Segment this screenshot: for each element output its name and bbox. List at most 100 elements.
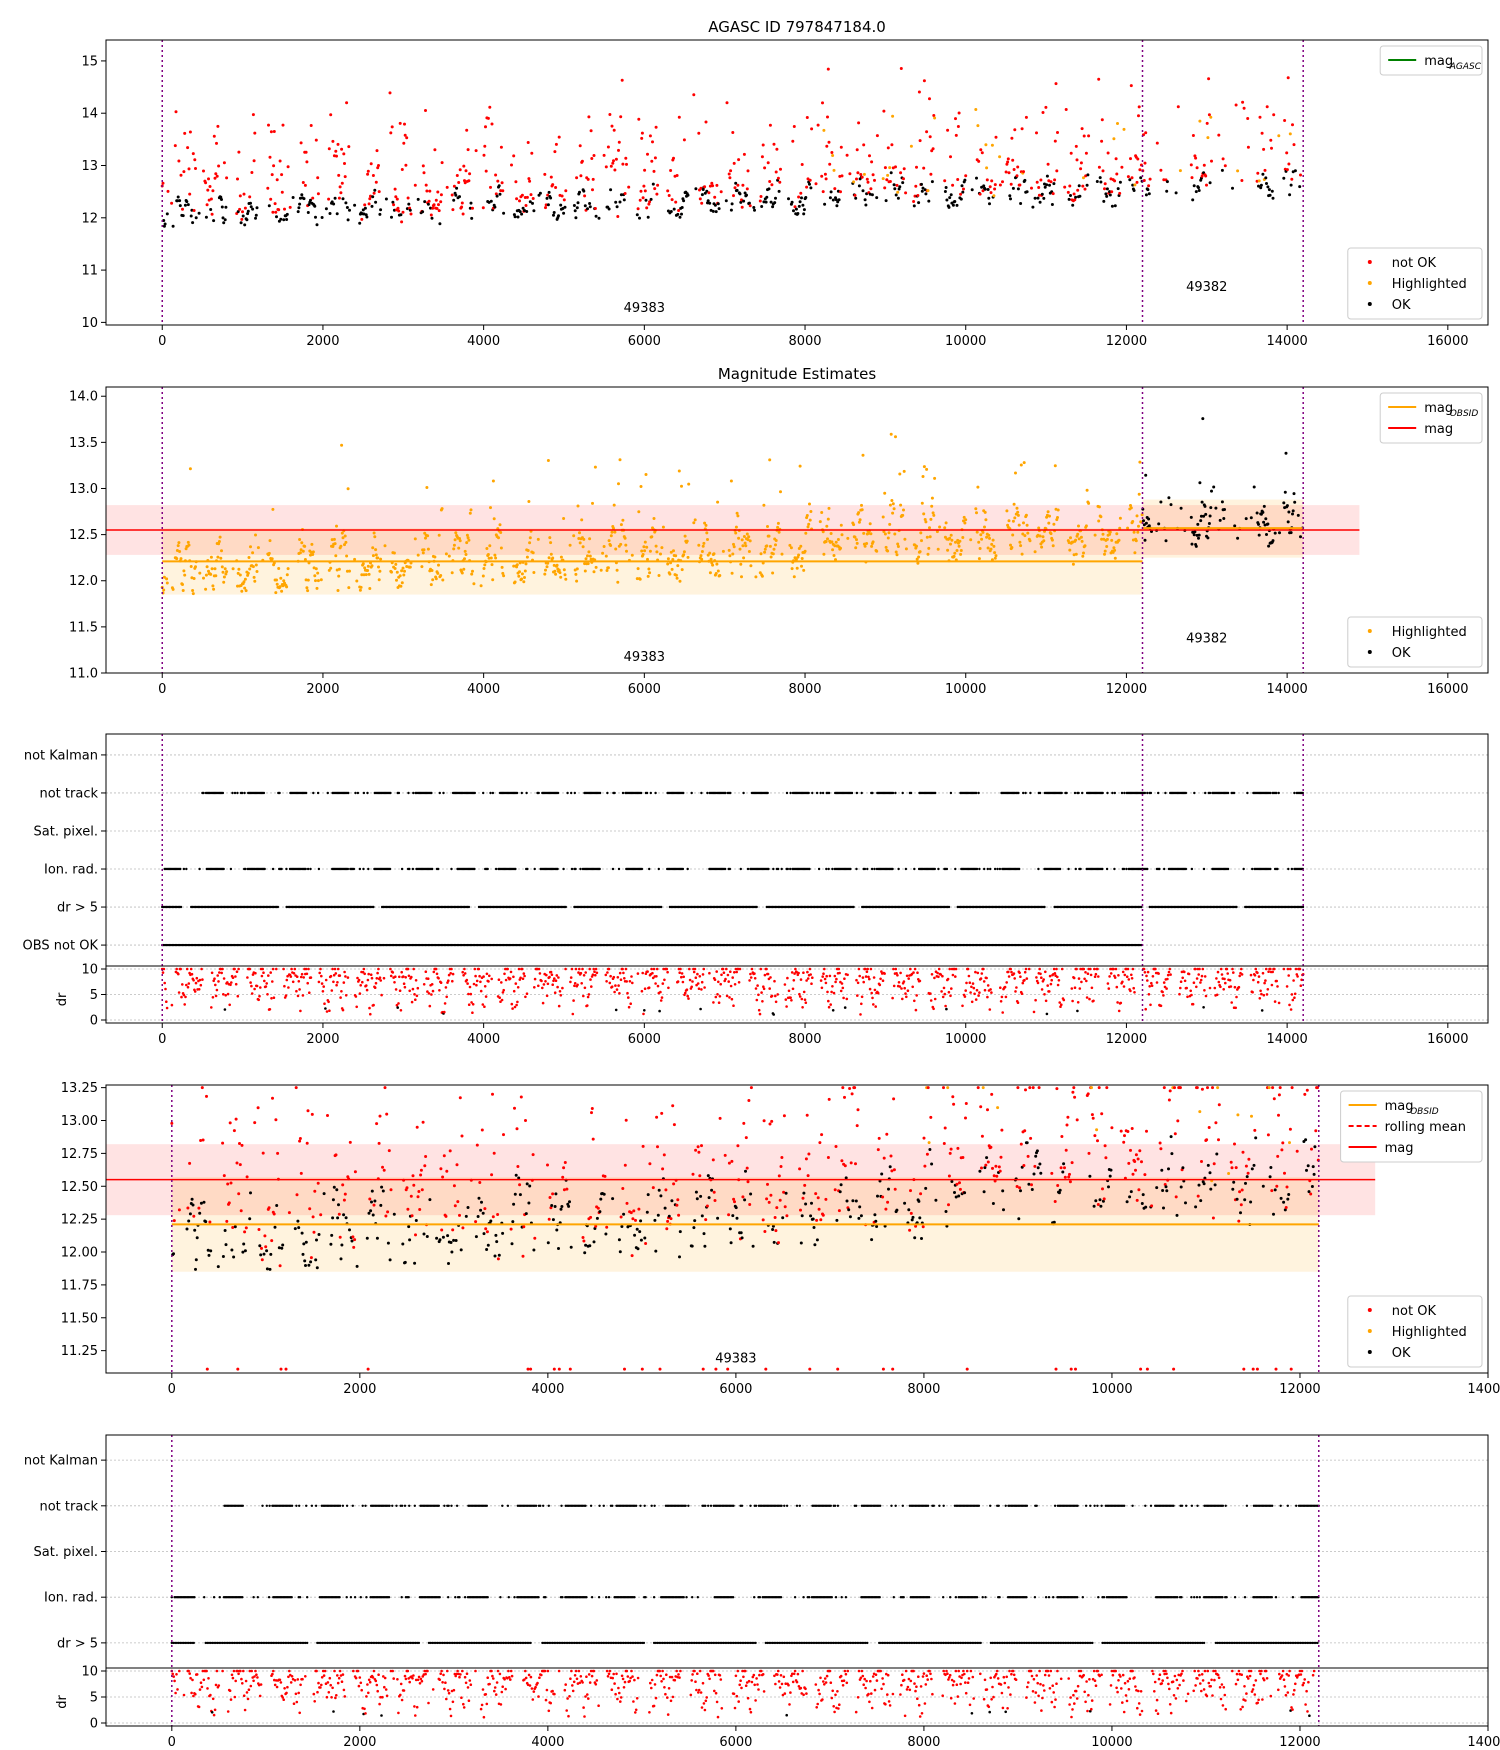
ok-point [1025, 190, 1029, 194]
ok-point [1036, 196, 1040, 200]
flag-point [407, 791, 410, 795]
dr-point [221, 967, 224, 971]
ok-point [1128, 178, 1132, 182]
highlighted-point [903, 537, 907, 541]
dr-point [165, 1006, 169, 1010]
flag-point [1157, 791, 1160, 795]
dr-point [222, 977, 226, 980]
not-ok-point [452, 184, 456, 188]
dr-point [253, 987, 256, 991]
flag-point [520, 791, 523, 795]
not-ok-point [814, 182, 818, 186]
highlighted-point [1129, 506, 1133, 510]
highlighted-point [1105, 545, 1109, 548]
ok-point [1118, 180, 1122, 184]
ok-point [1255, 511, 1259, 515]
not-ok-point [208, 185, 212, 188]
highlighted-point [314, 567, 318, 571]
legend-label: not OK [1392, 256, 1437, 271]
highlighted-point [923, 518, 927, 521]
highlighted-point [754, 575, 758, 579]
y-tick-label: 12.0 [69, 574, 98, 589]
ok-point [521, 206, 525, 210]
flag-point [489, 791, 492, 795]
highlighted-point [669, 550, 673, 554]
highlighted-point [1105, 537, 1109, 541]
dr-point [287, 986, 290, 989]
not-ok-point [360, 217, 364, 221]
not-ok-point [267, 123, 270, 127]
highlighted-point [708, 551, 712, 555]
highlighted-point [1021, 532, 1025, 536]
highlighted-point [998, 155, 1002, 159]
highlighted-point [790, 567, 794, 571]
not-ok-point [421, 164, 425, 168]
dr-point [365, 988, 369, 992]
highlighted-point [959, 552, 963, 556]
not-ok-point [580, 159, 584, 163]
ok-point [1233, 524, 1237, 528]
highlighted-point [928, 535, 932, 539]
dr-point [404, 976, 408, 979]
dr-point [424, 970, 428, 973]
highlighted-point [285, 573, 289, 577]
not-ok-point [652, 169, 656, 173]
dr-point [285, 978, 289, 982]
highlighted-point [780, 552, 784, 556]
highlighted-point [736, 514, 740, 518]
not-ok-point [578, 144, 582, 148]
x-tick-label: 12000 [1106, 682, 1147, 697]
dr-point [264, 985, 268, 988]
highlighted-point [794, 557, 798, 561]
plot-area [106, 417, 1360, 596]
not-ok-point [269, 197, 273, 201]
y-tick-label: 14.0 [69, 390, 98, 405]
not-ok-point [1039, 178, 1043, 182]
highlighted-point [244, 589, 248, 593]
highlighted-point [403, 569, 406, 573]
not-ok-point [377, 164, 380, 167]
not-ok-point [424, 109, 427, 112]
dr-point [341, 1008, 345, 1012]
highlighted-point [430, 569, 434, 572]
ok-point [618, 200, 622, 204]
ok-point [953, 200, 957, 203]
not-ok-point [1223, 164, 1227, 168]
not-ok-point [161, 181, 165, 185]
highlighted-point [703, 521, 707, 525]
highlighted-point [1026, 531, 1030, 535]
flag-point [526, 867, 529, 871]
highlighted-point [974, 108, 978, 111]
highlighted-point [621, 518, 625, 522]
not-ok-point [1051, 192, 1055, 196]
ok-point [497, 184, 501, 188]
highlighted-point [958, 539, 962, 543]
not-ok-point [643, 168, 647, 172]
highlighted-point [306, 578, 310, 582]
ok-point [371, 195, 375, 199]
flag-point [304, 791, 308, 795]
not-ok-point [655, 192, 659, 196]
not-ok-point [499, 145, 503, 149]
flag-point [739, 867, 742, 871]
dr-point [378, 976, 382, 979]
legend-marker [1367, 302, 1372, 306]
ok-point [370, 204, 374, 208]
highlighted-point [217, 542, 221, 546]
not-ok-point [805, 116, 809, 119]
highlighted-point [646, 557, 649, 561]
x-tick-label: 0 [158, 334, 166, 349]
highlighted-point [493, 553, 497, 557]
not-ok-point [398, 121, 402, 125]
not-ok-point [1076, 188, 1080, 192]
highlighted-point [1016, 510, 1020, 514]
ok-point [686, 193, 690, 197]
not-ok-point [857, 121, 861, 125]
highlighted-point [836, 538, 840, 541]
not-ok-point [868, 154, 871, 158]
flag-point [1038, 791, 1042, 795]
highlighted-point [1037, 526, 1041, 530]
ok-point [165, 212, 169, 216]
highlighted-point [431, 578, 435, 582]
